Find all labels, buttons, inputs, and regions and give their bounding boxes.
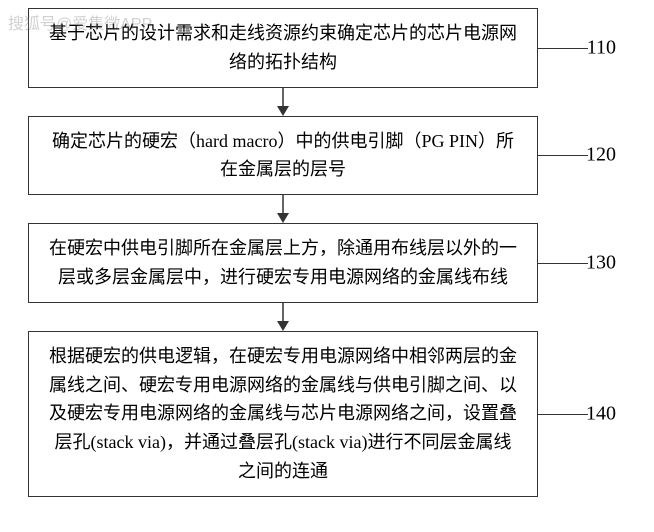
connector-line (538, 155, 588, 156)
arrow-down (28, 88, 538, 116)
connector-line (538, 48, 588, 49)
step-box: 在硬宏中供电引脚所在金属层上方，除通用布线层以外的一层或多层金属层中，进行硬宏专… (28, 223, 538, 303)
step-text: 在硬宏中供电引脚所在金属层上方，除通用布线层以外的一层或多层金属层中，进行硬宏专… (49, 238, 517, 287)
step-label: 130 (586, 251, 616, 274)
step-row-130: 在硬宏中供电引脚所在金属层上方，除通用布线层以外的一层或多层金属层中，进行硬宏专… (20, 223, 634, 303)
step-text: 根据硬宏的供电逻辑，在硬宏专用电源网络中相邻两层的金属线之间、硬宏专用电源网络的… (49, 346, 517, 481)
arrow-down (28, 195, 538, 223)
arrow-down (28, 303, 538, 331)
step-label: 120 (586, 144, 616, 167)
step-box: 确定芯片的硬宏（hard macro）中的供电引脚（PG PIN）所在金属层的层… (28, 116, 538, 196)
step-row-140: 根据硬宏的供电逻辑，在硬宏专用电源网络中相邻两层的金属线之间、硬宏专用电源网络的… (20, 331, 634, 497)
watermark-text: 搜狐号@爱集微APP (8, 10, 152, 34)
step-label: 110 (587, 36, 616, 59)
step-box: 根据硬宏的供电逻辑，在硬宏专用电源网络中相邻两层的金属线之间、硬宏专用电源网络的… (28, 331, 538, 497)
connector-line (538, 414, 588, 415)
flowchart-container: 基于芯片的设计需求和走线资源约束确定芯片的芯片电源网络的拓扑结构 110 确定芯… (0, 0, 654, 517)
connector-line (538, 263, 588, 264)
step-text: 确定芯片的硬宏（hard macro）中的供电引脚（PG PIN）所在金属层的层… (52, 131, 514, 180)
step-row-120: 确定芯片的硬宏（hard macro）中的供电引脚（PG PIN）所在金属层的层… (20, 116, 634, 196)
step-label: 140 (586, 402, 616, 425)
